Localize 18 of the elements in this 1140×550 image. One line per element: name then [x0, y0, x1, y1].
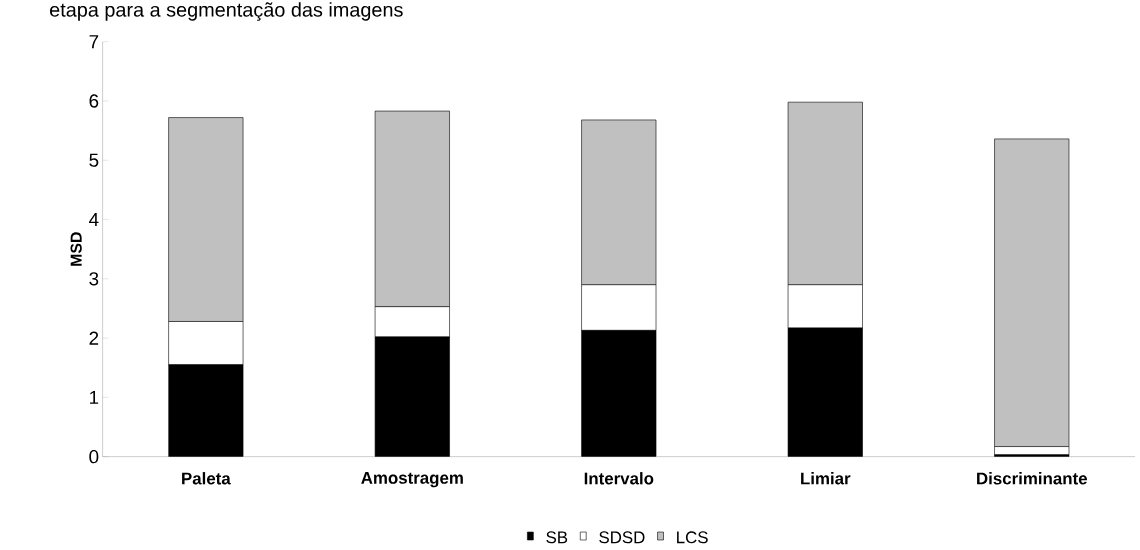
- y-tick-label: 3: [89, 272, 99, 286]
- y-tick-label: 5: [89, 153, 99, 167]
- x-tick-label: Amostragem: [361, 472, 463, 488]
- x-tick-label: Intervalo: [584, 472, 654, 485]
- y-tick-label: 7: [89, 35, 99, 49]
- y-tick-label: 2: [89, 331, 99, 345]
- x-tick-label: Paleta: [182, 472, 231, 485]
- legend-label: SDSD: [599, 531, 645, 544]
- x-tick-label: Discriminante: [977, 472, 1087, 485]
- x-tick-label: Limiar: [801, 472, 851, 485]
- y-tick-label: 6: [89, 94, 99, 108]
- y-tick-label: 1: [90, 390, 99, 404]
- legend-label: LCS: [677, 531, 708, 544]
- y-axis-title: MSD: [70, 232, 82, 266]
- y-tick-label: 4: [89, 213, 99, 227]
- legend-label: SB: [546, 531, 568, 544]
- y-tick-label: 0: [89, 449, 99, 464]
- chart-title: etapa para a segmentação das imagens: [50, 2, 403, 21]
